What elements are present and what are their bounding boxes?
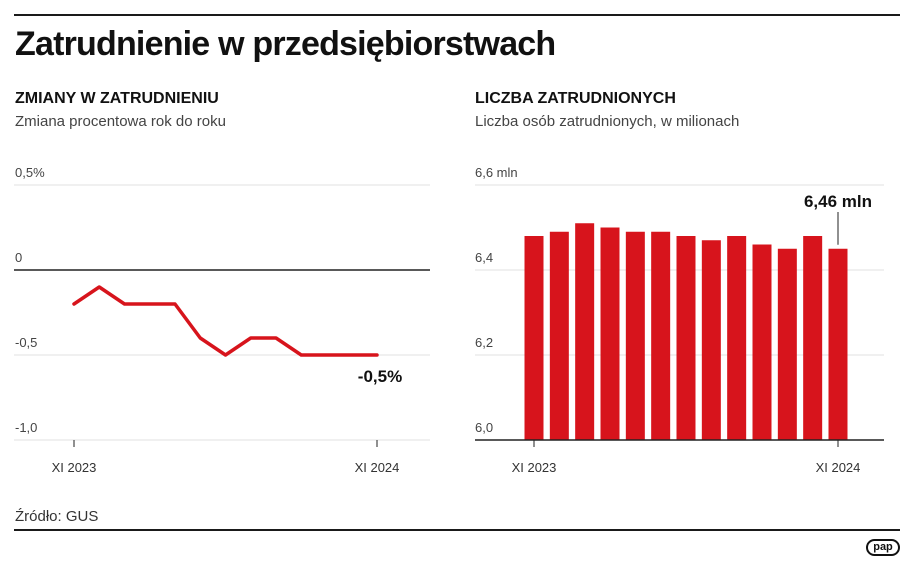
left-chart-title: ZMIANY W ZATRUDNIENIU <box>15 90 219 107</box>
bar <box>727 236 747 440</box>
bar <box>803 236 823 440</box>
bar <box>676 236 696 440</box>
left-data-point <box>375 353 379 357</box>
right-annotation-label: 6,46 mln <box>804 192 872 211</box>
bar <box>752 244 772 440</box>
left-y-tick-label: 0 <box>15 250 22 265</box>
bar <box>549 231 569 440</box>
bottom-rule <box>14 529 900 531</box>
left-x-tick-label: XI 2024 <box>355 460 400 475</box>
left-data-point <box>350 353 353 357</box>
bar <box>828 248 848 440</box>
pap-logo: pap <box>866 539 900 556</box>
bar <box>701 240 721 440</box>
bar <box>600 227 620 440</box>
left-annotation-label: -0,5% <box>358 367 402 386</box>
left-data-point <box>173 302 177 306</box>
right-y-tick-label: 6,0 <box>475 420 493 435</box>
page-title: Zatrudnienie w przedsiębiorstwach <box>15 25 556 63</box>
left-y-tick-label: -1,0 <box>15 420 37 435</box>
left-data-point <box>274 336 278 340</box>
left-series-line <box>72 285 379 357</box>
left-data-point <box>300 353 303 357</box>
left-data-point <box>72 302 76 306</box>
left-data-point <box>224 353 227 357</box>
left-data-point <box>148 302 151 306</box>
right-x-tick-label: XI 2024 <box>816 460 861 475</box>
right-chart-subtitle: Liczba osób zatrudnionych, w milionach <box>475 113 740 130</box>
top-rule <box>14 14 900 16</box>
left-x-tick-label: XI 2023 <box>52 460 97 475</box>
bar <box>777 248 797 440</box>
bar <box>651 231 671 440</box>
right-x-tick-label: XI 2023 <box>512 460 557 475</box>
bar <box>575 223 595 440</box>
left-data-point <box>199 336 202 340</box>
left-data-point <box>123 302 126 306</box>
left-y-tick-label: 0,5% <box>15 165 45 180</box>
right-y-tick-label: 6,6 mln <box>475 165 518 180</box>
left-chart-subtitle: Zmiana procentowa rok do roku <box>15 113 226 130</box>
left-data-point <box>249 336 252 340</box>
left-y-tick-label: -0,5 <box>15 335 37 350</box>
source-note: Źródło: GUS <box>15 508 99 525</box>
left-data-point <box>98 285 101 289</box>
right-y-tick-label: 6,4 <box>475 250 493 265</box>
left-data-point <box>325 353 328 357</box>
bar <box>524 236 544 440</box>
bar <box>625 231 645 440</box>
right-chart-title: LICZBA ZATRUDNIONYCH <box>475 90 676 107</box>
right-y-tick-label: 6,2 <box>475 335 493 350</box>
